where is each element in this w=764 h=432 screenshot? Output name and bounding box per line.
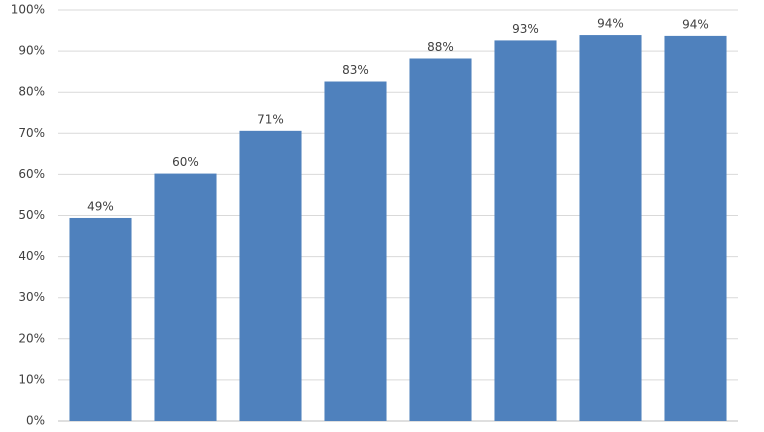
bar (324, 81, 387, 421)
bar (494, 40, 557, 421)
data-label: 94% (682, 17, 709, 31)
bar (69, 217, 132, 421)
y-tick-label: 0% (26, 414, 45, 428)
y-tick-label: 20% (18, 331, 45, 345)
data-label: 83% (342, 63, 369, 77)
y-tick-label: 40% (18, 249, 45, 263)
y-tick-label: 30% (18, 290, 45, 304)
y-tick-label: 90% (18, 44, 45, 58)
y-tick-label: 80% (18, 85, 45, 99)
bar (239, 130, 302, 422)
bar (664, 35, 727, 421)
y-tick-label: 10% (18, 372, 45, 386)
y-tick-label: 50% (18, 208, 45, 222)
bar (409, 58, 472, 422)
data-label: 49% (87, 199, 114, 213)
bar (154, 173, 217, 421)
bar (579, 35, 642, 422)
data-label: 71% (257, 112, 284, 126)
data-label: 93% (512, 22, 539, 36)
y-tick-label: 60% (18, 167, 45, 181)
y-tick-label: 70% (18, 126, 45, 140)
data-label: 94% (597, 17, 624, 31)
data-label: 88% (427, 40, 454, 54)
data-label: 60% (172, 155, 199, 169)
y-tick-label: 100% (11, 3, 45, 17)
